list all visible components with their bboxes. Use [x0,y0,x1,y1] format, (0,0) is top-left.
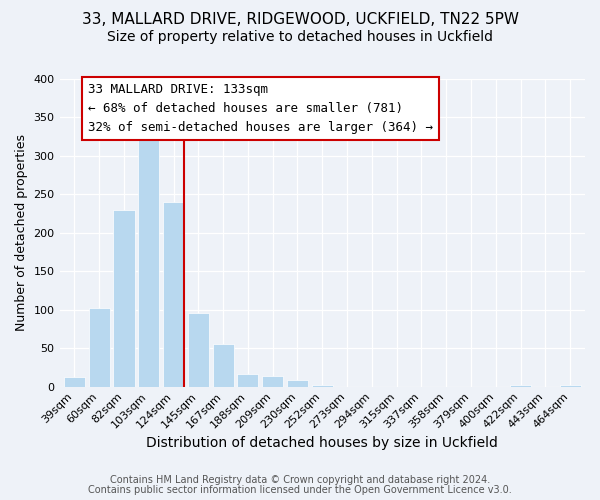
Bar [287,380,308,386]
Text: Contains HM Land Registry data © Crown copyright and database right 2024.: Contains HM Land Registry data © Crown c… [110,475,490,485]
Bar [89,308,110,386]
Bar [262,376,283,386]
Bar [64,376,85,386]
Bar [238,374,259,386]
X-axis label: Distribution of detached houses by size in Uckfield: Distribution of detached houses by size … [146,436,498,450]
Text: Contains public sector information licensed under the Open Government Licence v3: Contains public sector information licen… [88,485,512,495]
Bar [212,344,233,387]
Bar [560,385,581,386]
Bar [312,385,333,386]
Bar [163,202,184,386]
Bar [138,134,160,386]
Text: 33, MALLARD DRIVE, RIDGEWOOD, UCKFIELD, TN22 5PW: 33, MALLARD DRIVE, RIDGEWOOD, UCKFIELD, … [82,12,518,28]
Text: Size of property relative to detached houses in Uckfield: Size of property relative to detached ho… [107,30,493,44]
Text: 33 MALLARD DRIVE: 133sqm
← 68% of detached houses are smaller (781)
32% of semi-: 33 MALLARD DRIVE: 133sqm ← 68% of detach… [88,83,433,134]
Bar [188,313,209,386]
Bar [510,385,531,386]
Y-axis label: Number of detached properties: Number of detached properties [15,134,28,332]
Bar [113,210,134,386]
